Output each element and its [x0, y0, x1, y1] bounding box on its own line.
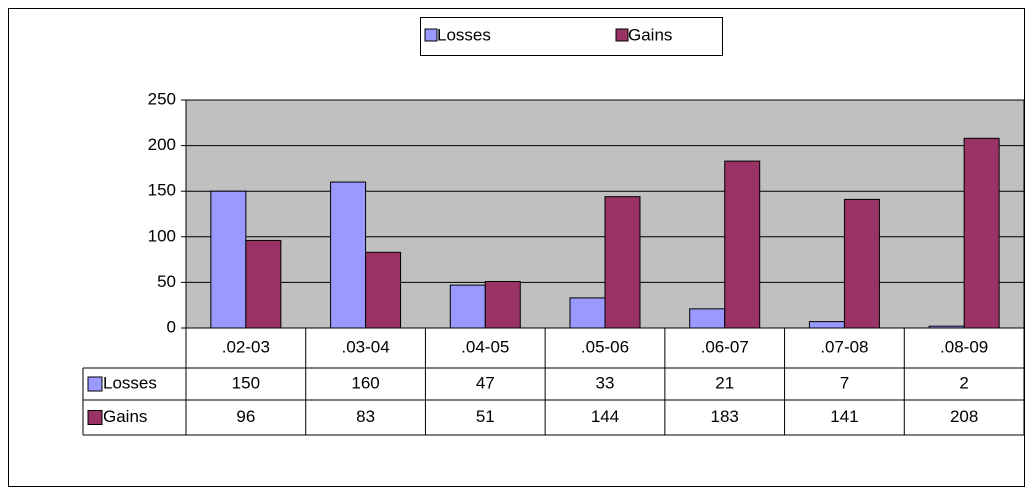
table-cell: 21 — [715, 373, 734, 392]
bar — [843, 198, 880, 329]
bar — [210, 190, 247, 329]
table-row-label: Gains — [103, 407, 147, 426]
legend-label: Gains — [628, 25, 672, 44]
legend — [420, 17, 723, 56]
x-tick-label: .02-03 — [222, 337, 270, 356]
bar — [963, 137, 1000, 329]
table-legend-key — [87, 376, 103, 392]
bar — [604, 196, 641, 329]
y-tick-label: 150 — [148, 181, 176, 200]
table-cell: 33 — [596, 373, 615, 392]
bar — [928, 325, 965, 329]
legend-key — [424, 28, 438, 42]
x-tick-label: .07-08 — [820, 337, 868, 356]
table-legend-key — [87, 410, 103, 425]
y-tick-label: 0 — [167, 317, 176, 336]
table-cell: 141 — [830, 407, 858, 426]
x-tick-label: .06-07 — [701, 337, 749, 356]
bar — [724, 160, 761, 329]
y-tick-label: 200 — [148, 135, 176, 154]
bar — [245, 239, 282, 329]
y-tick-label: 250 — [148, 89, 176, 108]
x-tick-label: .03-04 — [341, 337, 389, 356]
table-cell: 83 — [356, 407, 375, 426]
table-cell: 208 — [950, 407, 978, 426]
table-row-label: Losses — [103, 373, 157, 392]
table-cell: 150 — [232, 373, 260, 392]
table-cell: 160 — [351, 373, 379, 392]
bar — [484, 280, 521, 329]
table-cell: 144 — [591, 407, 619, 426]
bar — [365, 251, 402, 329]
x-tick-label: .04-05 — [461, 337, 509, 356]
table-cell: 51 — [476, 407, 495, 426]
table-cell: 96 — [236, 407, 255, 426]
bar — [449, 284, 486, 329]
bar — [808, 321, 845, 329]
x-tick-label: .08-09 — [940, 337, 988, 356]
table-cell: 47 — [476, 373, 495, 392]
y-tick-label: 50 — [157, 272, 176, 291]
table-cell: 2 — [959, 373, 968, 392]
table-cell: 7 — [840, 373, 849, 392]
y-tick-label: 100 — [148, 226, 176, 245]
table-cell: 183 — [711, 407, 739, 426]
legend-key — [615, 28, 629, 42]
bar — [569, 297, 606, 329]
bar — [330, 181, 367, 329]
legend-label: Losses — [437, 25, 491, 44]
x-tick-label: .05-06 — [581, 337, 629, 356]
bar — [689, 308, 726, 329]
